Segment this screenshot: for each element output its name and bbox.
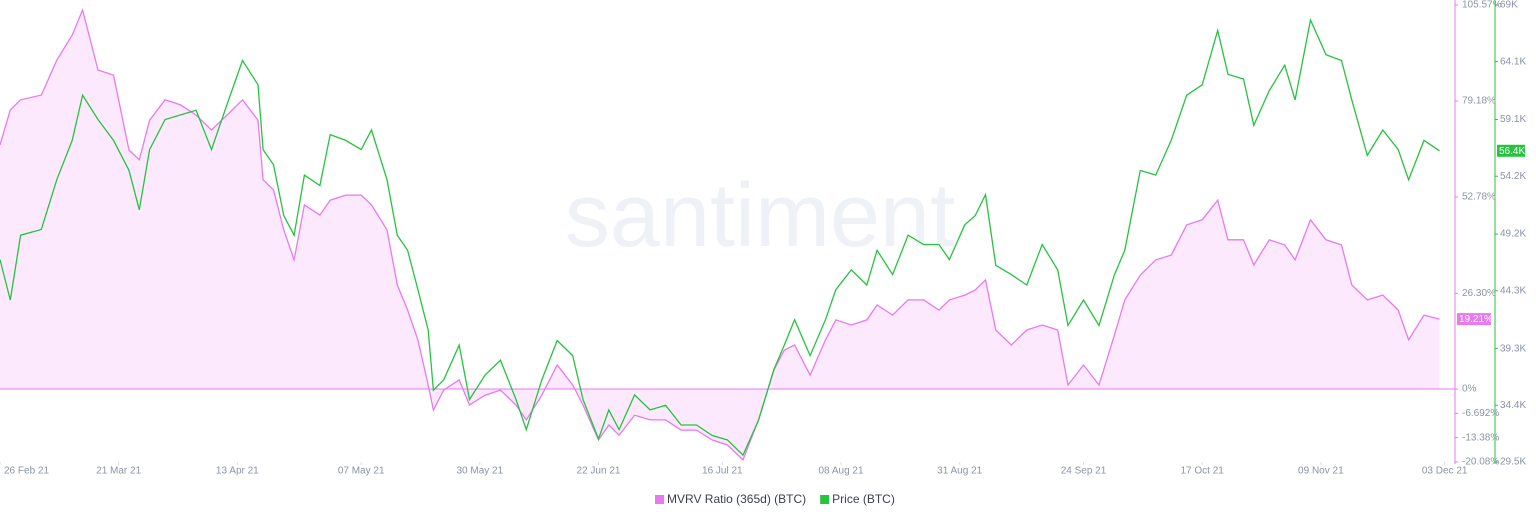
y2-tick-label: 59.1K (1500, 114, 1526, 125)
y2-tick-label: 29.5K (1500, 457, 1526, 468)
x-tick-label: 13 Apr 21 (216, 466, 259, 477)
x-tick-label: 31 Aug 21 (937, 466, 982, 477)
value-tag-label: 56.4K (1499, 146, 1525, 157)
x-tick-label: 07 May 21 (338, 466, 385, 477)
y2-tick-label: 34.4K (1500, 400, 1526, 411)
series-line (0, 7, 1440, 462)
y2-tick-label: 44.3K (1500, 285, 1526, 296)
value-tag-label: 19.21% (1459, 314, 1493, 325)
y-tick-label: 26.30% (1462, 288, 1496, 299)
y2-tick-label: 64.1K (1500, 56, 1526, 67)
value-tag (1457, 313, 1491, 326)
legend-label: Price (BTC) (832, 492, 895, 506)
y-tick-label: 79.18% (1462, 96, 1496, 107)
legend-swatch (655, 495, 664, 504)
y-tick-label: -20.08% (1462, 457, 1499, 468)
legend-label: MVRV Ratio (365d) (BTC) (667, 492, 806, 506)
y2-tick-label: 69K (1500, 0, 1518, 11)
x-tick-label: 21 Mar 21 (96, 466, 141, 477)
x-tick-label: 17 Oct 21 (1181, 466, 1225, 477)
series-line (0, 17, 1440, 457)
y2-tick-label: 49.2K (1500, 229, 1526, 240)
watermark: santiment (565, 166, 955, 266)
mvrv-area (0, 9, 1440, 460)
y-tick-label: -13.38% (1462, 432, 1499, 443)
x-tick-label: 08 Aug 21 (818, 466, 863, 477)
x-tick-label: 22 Jun 21 (577, 466, 621, 477)
y-tick-label: -6.692% (1462, 408, 1499, 419)
y-tick-label: 0% (1462, 384, 1477, 395)
x-tick-label: 09 Nov 21 (1298, 466, 1344, 477)
legend-swatch (820, 495, 830, 504)
y2-tick-label: 39.3K (1500, 343, 1526, 354)
x-tick-label: 26 Feb 21 (4, 466, 49, 477)
x-tick-label: 03 Dec 21 (1422, 466, 1468, 477)
x-tick-label: 30 May 21 (456, 466, 503, 477)
value-tag (1497, 144, 1525, 157)
x-tick-label: 16 Jul 21 (702, 466, 743, 477)
y-tick-label: 105.57% (1462, 0, 1502, 11)
y-tick-label: 52.78% (1462, 192, 1496, 203)
y2-tick-label: 54.2K (1500, 171, 1526, 182)
x-tick-label: 24 Sep 21 (1061, 466, 1107, 477)
